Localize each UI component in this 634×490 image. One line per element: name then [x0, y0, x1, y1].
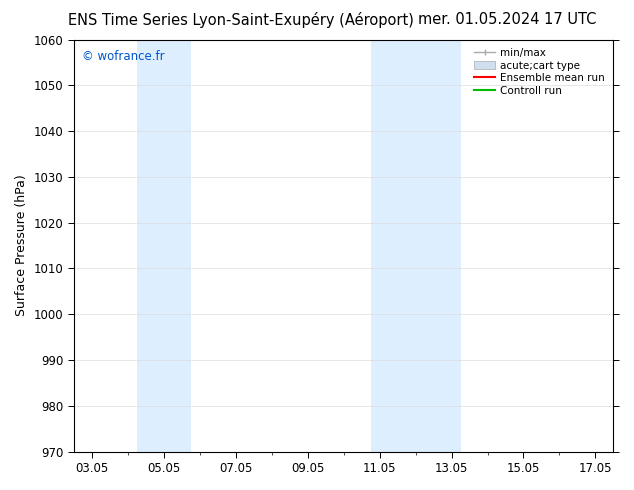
- Y-axis label: Surface Pressure (hPa): Surface Pressure (hPa): [15, 175, 28, 317]
- Bar: [398, 40, 460, 452]
- Text: ENS Time Series Lyon-Saint-Exupéry (Aéroport): ENS Time Series Lyon-Saint-Exupéry (Aéro…: [68, 12, 414, 28]
- Text: © wofrance.fr: © wofrance.fr: [82, 50, 164, 63]
- Bar: [370, 40, 398, 452]
- Legend: min/max, acute;cart type, Ensemble mean run, Controll run: min/max, acute;cart type, Ensemble mean …: [471, 45, 608, 99]
- Bar: [137, 40, 191, 452]
- Text: mer. 01.05.2024 17 UTC: mer. 01.05.2024 17 UTC: [418, 12, 597, 27]
